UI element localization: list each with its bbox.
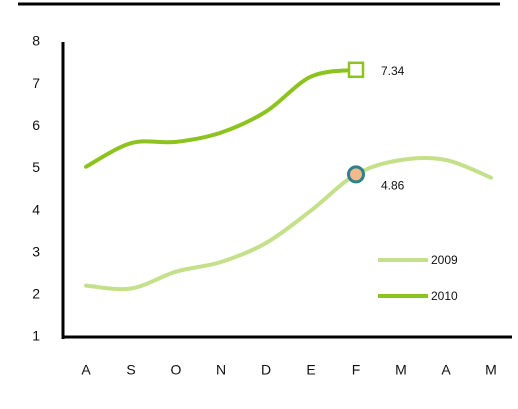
data-label: 4.86 xyxy=(381,179,405,193)
y-tick-label: 8 xyxy=(32,33,40,49)
y-tick-label: 4 xyxy=(32,201,40,217)
y-tick-label: 2 xyxy=(32,286,40,302)
x-tick-label: E xyxy=(306,362,315,378)
series-line xyxy=(84,155,493,292)
legend-label: 2010 xyxy=(431,289,458,303)
y-tick-label: 1 xyxy=(32,328,40,344)
x-tick-label: M xyxy=(485,362,497,378)
x-tick-label: A xyxy=(81,362,91,378)
y-tick-label: 7 xyxy=(32,75,40,91)
data-label: 7.34 xyxy=(381,64,405,78)
y-tick-label: 6 xyxy=(32,117,40,133)
series-line xyxy=(84,67,358,169)
x-tick-label: A xyxy=(441,362,451,378)
legend-label: 2009 xyxy=(431,253,458,267)
x-tick-label: D xyxy=(261,362,271,378)
point-marker xyxy=(347,61,365,79)
point-marker xyxy=(347,165,365,184)
y-tick-label: 3 xyxy=(32,243,40,259)
x-tick-label: N xyxy=(216,362,226,378)
x-tick-label: O xyxy=(171,362,182,378)
x-tick-label: M xyxy=(395,362,407,378)
x-tick-label: S xyxy=(126,362,135,378)
y-tick-label: 5 xyxy=(32,159,40,175)
x-tick-label: F xyxy=(352,362,361,378)
